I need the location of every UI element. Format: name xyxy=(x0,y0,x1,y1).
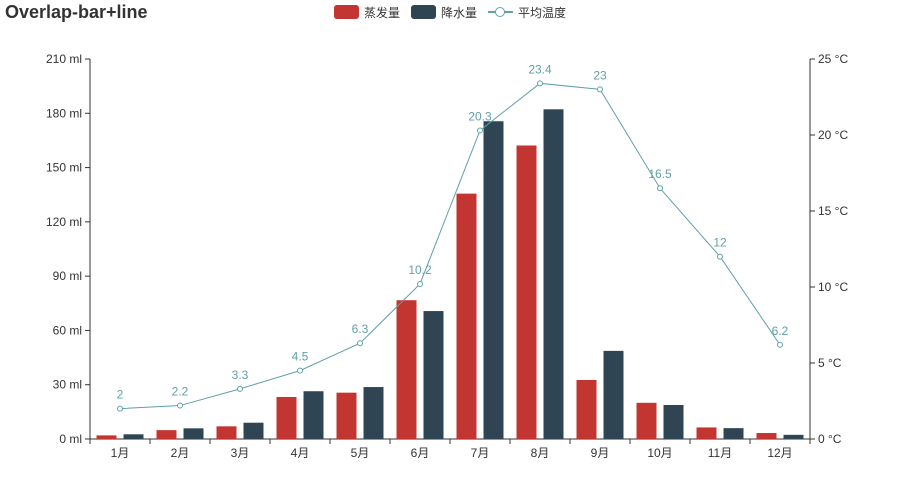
line-data-label: 4.5 xyxy=(292,350,309,364)
line-point-temperature xyxy=(177,402,183,409)
line-data-label: 10.2 xyxy=(408,263,432,277)
x-axis-tick-label: 4月 xyxy=(291,446,310,460)
bar-evaporation xyxy=(336,392,357,439)
x-axis-tick-label: 7月 xyxy=(471,446,490,460)
right-axis-tick-label: 0 °C xyxy=(818,432,842,446)
line-point-temperature xyxy=(357,340,363,347)
line-data-label: 3.3 xyxy=(232,368,249,382)
legend-swatch-precipitation xyxy=(411,5,436,19)
legend-item-temperature[interactable]: 平均温度 xyxy=(488,4,566,20)
line-data-label: 20.3 xyxy=(468,109,492,123)
x-axis-tick-label: 8月 xyxy=(531,446,550,460)
x-axis-tick-label: 10月 xyxy=(647,446,672,460)
bar-precipitation xyxy=(423,311,444,439)
bar-evaporation xyxy=(696,427,717,439)
bar-precipitation xyxy=(723,428,744,439)
x-axis-tick-label: 2月 xyxy=(171,446,190,460)
bar-evaporation xyxy=(456,193,477,439)
line-data-label: 23.4 xyxy=(528,62,552,76)
bar-precipitation xyxy=(363,387,384,439)
right-axis-tick-label: 10 °C xyxy=(818,280,848,294)
left-axis-tick-label: 210 ml xyxy=(46,52,82,66)
x-axis-tick-label: 9月 xyxy=(591,446,610,460)
right-axis-tick-label: 5 °C xyxy=(818,356,842,370)
bar-evaporation xyxy=(156,430,177,439)
bar-precipitation xyxy=(123,434,144,439)
line-point-temperature xyxy=(777,341,783,348)
line-data-label: 23 xyxy=(593,68,607,82)
line-point-temperature xyxy=(417,280,423,287)
bar-precipitation xyxy=(303,391,324,439)
x-axis-tick-label: 11月 xyxy=(708,446,732,460)
legend-label-precipitation: 降水量 xyxy=(441,5,478,20)
line-point-temperature xyxy=(237,385,243,392)
legend-swatch-evaporation xyxy=(334,5,359,19)
bar-precipitation xyxy=(243,422,264,439)
bar-evaporation xyxy=(396,300,417,439)
bar-evaporation xyxy=(96,435,117,439)
line-point-temperature xyxy=(717,253,723,260)
x-axis-tick-label: 3月 xyxy=(231,446,250,460)
x-axis-tick-label: 1月 xyxy=(111,446,130,460)
x-axis-tick-label: 6月 xyxy=(411,446,430,460)
line-data-label: 12 xyxy=(713,236,727,250)
bar-precipitation xyxy=(483,121,504,439)
bar-evaporation xyxy=(516,145,537,439)
left-axis-tick-label: 180 ml xyxy=(46,106,82,120)
left-axis-tick-label: 30 ml xyxy=(53,378,82,392)
right-axis-tick-label: 15 °C xyxy=(818,204,848,218)
line-point-temperature xyxy=(657,185,663,192)
bar-precipitation xyxy=(783,434,804,439)
legend-item-precipitation[interactable]: 降水量 xyxy=(411,4,477,20)
x-axis-tick-label: 12月 xyxy=(767,446,792,460)
right-axis-tick-label: 25 °C xyxy=(818,52,848,66)
left-axis-tick-label: 60 ml xyxy=(53,323,82,337)
line-data-label: 6.2 xyxy=(772,324,789,338)
legend-swatch-temperature xyxy=(488,5,513,19)
line-data-label: 16.5 xyxy=(648,167,672,181)
line-data-label: 6.3 xyxy=(352,322,369,336)
line-data-label: 2 xyxy=(117,388,124,402)
bar-evaporation xyxy=(576,380,597,439)
line-temperature xyxy=(119,82,781,410)
bar-precipitation xyxy=(543,109,564,440)
bar-evaporation xyxy=(276,397,297,439)
legend-label-temperature: 平均温度 xyxy=(518,5,567,20)
left-axis-tick-label: 0 ml xyxy=(59,432,82,446)
bar-precipitation xyxy=(603,350,624,439)
legend-label-evaporation: 蒸发量 xyxy=(364,5,401,20)
line-point-temperature xyxy=(297,367,303,374)
left-axis-tick-label: 150 ml xyxy=(46,161,82,175)
bar-evaporation xyxy=(756,433,777,439)
line-data-label: 2.2 xyxy=(172,385,189,399)
bar-evaporation xyxy=(216,426,237,439)
legend: 蒸发量 降水量 平均温度 xyxy=(0,2,900,22)
line-point-temperature xyxy=(597,86,603,93)
bar-evaporation xyxy=(636,402,657,439)
bar-precipitation xyxy=(183,428,204,439)
chart-title: Overlap-bar+line xyxy=(5,2,148,22)
bar-precipitation xyxy=(663,404,684,439)
left-axis-tick-label: 90 ml xyxy=(53,269,82,283)
line-point-temperature xyxy=(537,80,543,87)
x-axis-tick-label: 5月 xyxy=(351,446,370,460)
line-point-temperature xyxy=(477,127,483,134)
line-point-temperature xyxy=(117,405,123,412)
legend-item-evaporation[interactable]: 蒸发量 xyxy=(334,4,400,20)
right-axis-tick-label: 20 °C xyxy=(818,128,848,142)
left-axis-tick-label: 120 ml xyxy=(46,215,82,229)
